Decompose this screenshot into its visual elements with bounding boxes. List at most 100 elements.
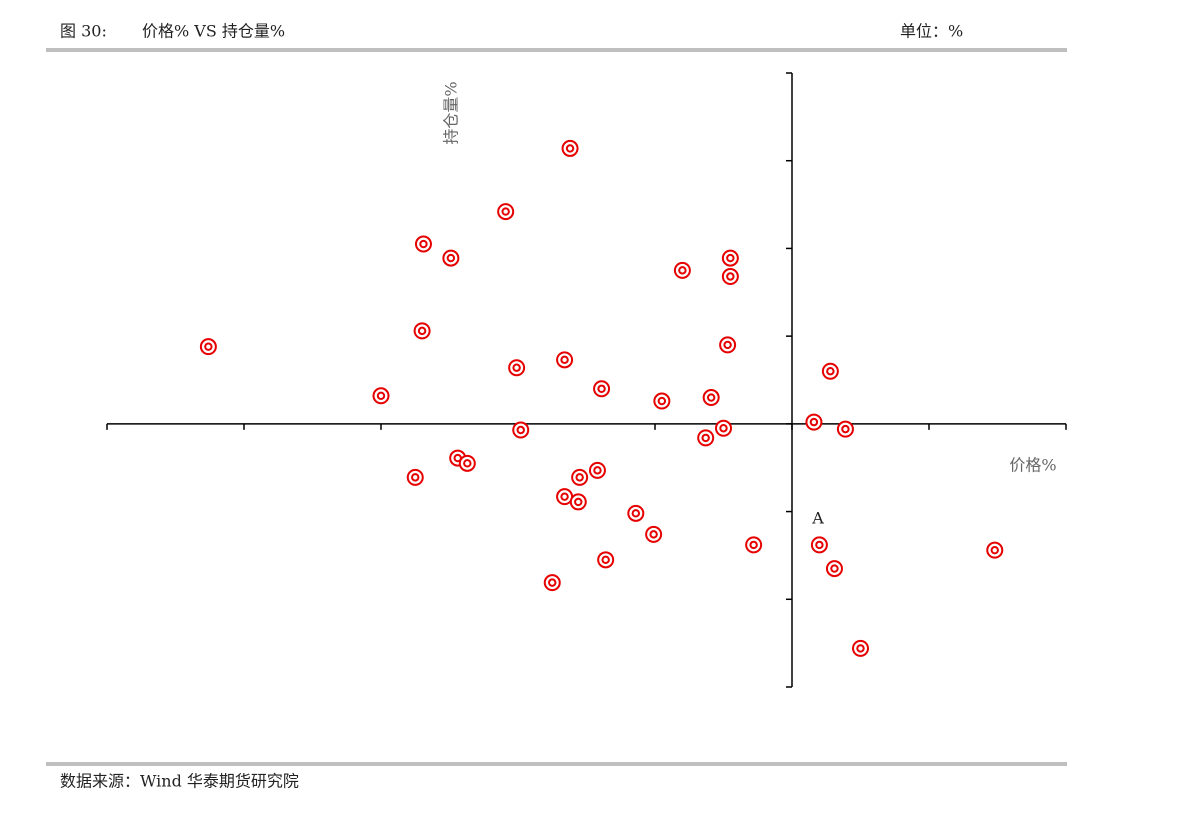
- unit-label: 单位：%: [900, 22, 963, 41]
- point: [721, 267, 739, 285]
- point-ring: [556, 351, 574, 369]
- point-core: [575, 473, 584, 482]
- footer-rule: [46, 762, 1067, 766]
- point-core: [204, 342, 213, 351]
- point-ring: [986, 541, 1004, 559]
- point-ring: [588, 461, 606, 479]
- point: [645, 525, 663, 543]
- point-ring: [645, 525, 663, 543]
- point-core: [809, 417, 819, 427]
- point-ring: [715, 419, 732, 437]
- point-ring: [836, 420, 854, 438]
- point-ring: [593, 380, 611, 398]
- point: [697, 429, 715, 447]
- point-ring: [721, 249, 739, 267]
- point-core: [446, 253, 456, 263]
- annotation: A: [811, 509, 824, 528]
- point-core: [376, 391, 386, 400]
- point: [721, 249, 739, 267]
- source-note: 数据来源：Wind 华泰期货研究院: [60, 772, 299, 791]
- point: [512, 421, 530, 439]
- point: [719, 336, 737, 354]
- point-ring: [571, 468, 589, 486]
- point-core: [560, 492, 569, 501]
- point-ring: [561, 139, 579, 157]
- point: [821, 362, 839, 380]
- point: [556, 351, 574, 369]
- point: [199, 338, 217, 356]
- point: [715, 419, 732, 437]
- point-core: [631, 509, 641, 518]
- point-ring: [508, 359, 526, 377]
- point-core: [417, 326, 427, 336]
- point: [852, 639, 869, 657]
- point-ring: [543, 574, 561, 592]
- point: [836, 420, 854, 438]
- point-ring: [372, 387, 390, 405]
- point-core: [815, 540, 824, 550]
- point-ring: [569, 493, 587, 511]
- point-ring: [413, 322, 431, 340]
- point: [825, 560, 843, 578]
- point-core: [678, 266, 687, 275]
- point-core: [990, 545, 999, 555]
- point: [458, 454, 476, 472]
- point: [653, 392, 671, 410]
- y-axis-label: 持仓量%: [442, 81, 461, 144]
- chart-title: 价格% VS 持仓量%: [142, 22, 285, 41]
- point-ring: [821, 362, 839, 380]
- figure-label: 图 30:: [60, 22, 107, 41]
- point-ring: [199, 338, 217, 356]
- point-ring: [852, 639, 869, 657]
- point: [588, 461, 606, 479]
- point-ring: [497, 203, 515, 221]
- point-ring: [825, 560, 843, 578]
- point-ring: [458, 454, 476, 472]
- point: [561, 139, 579, 157]
- point-core: [726, 253, 735, 263]
- point-core: [516, 425, 525, 435]
- point: [543, 574, 561, 592]
- point: [372, 387, 390, 405]
- point-core: [830, 564, 839, 573]
- point-ring: [673, 261, 691, 279]
- point: [413, 322, 431, 340]
- point-core: [419, 239, 428, 249]
- point: [569, 493, 587, 511]
- point-core: [597, 384, 606, 393]
- point: [442, 249, 460, 267]
- point-ring: [406, 468, 424, 486]
- point-ring: [805, 413, 823, 431]
- point-ring: [597, 551, 615, 569]
- point-core: [411, 473, 420, 482]
- point-ring: [442, 249, 460, 267]
- point-ring: [627, 504, 645, 522]
- point-core: [706, 393, 716, 402]
- point-ring: [745, 536, 763, 554]
- point: [986, 541, 1004, 559]
- header-rule: [46, 48, 1067, 52]
- point: [810, 536, 828, 554]
- point-core: [649, 530, 658, 539]
- point-core: [501, 207, 510, 216]
- point: [406, 468, 424, 486]
- point-ring: [721, 267, 739, 285]
- point: [571, 468, 589, 486]
- point-core: [601, 555, 610, 565]
- point-core: [593, 466, 602, 475]
- point-core: [657, 396, 667, 406]
- point-core: [723, 340, 732, 350]
- point-core: [512, 363, 521, 372]
- point-core: [560, 355, 569, 365]
- point: [673, 261, 691, 279]
- point: [497, 203, 515, 221]
- point: [627, 504, 645, 522]
- point: [414, 235, 432, 253]
- point-core: [726, 272, 735, 281]
- point: [508, 359, 526, 377]
- point-core: [574, 497, 583, 507]
- point-ring: [414, 235, 432, 253]
- point-ring: [512, 421, 530, 439]
- point-ring: [810, 536, 828, 554]
